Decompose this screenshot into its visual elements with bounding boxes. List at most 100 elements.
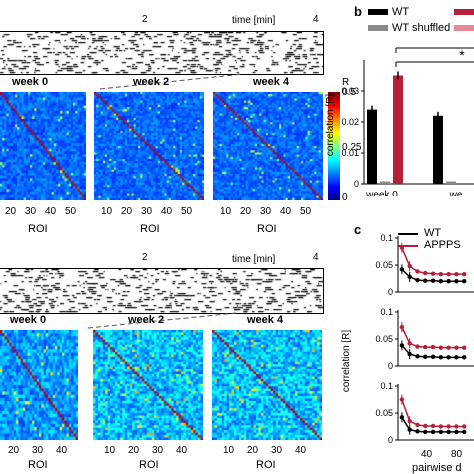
data-point xyxy=(446,345,451,350)
top-x-tick: 40 xyxy=(280,206,292,217)
top-raster-time-label: time [min] xyxy=(232,15,276,26)
legend-wt-label: WT xyxy=(392,6,410,18)
top-x-tick: 20 xyxy=(240,206,252,217)
top-heatmap-week2 xyxy=(94,92,204,200)
series-line xyxy=(401,247,465,275)
x-tick-label: we xyxy=(449,190,463,196)
data-point xyxy=(415,422,420,428)
panel-c-line-chart-week0: 0.1 0.05 0 xyxy=(375,233,474,297)
data-point xyxy=(446,355,451,360)
top-x-tick: 40 xyxy=(45,206,57,217)
legend-app-shuffled-swatch xyxy=(454,25,474,31)
data-point xyxy=(446,429,451,435)
bar xyxy=(446,181,456,184)
bottom-heatmap-week0 xyxy=(0,330,78,440)
y-tick-label: 0.1 xyxy=(380,307,393,317)
legend-wt-swatch xyxy=(368,9,388,15)
data-point xyxy=(438,345,444,350)
bottom-heatmap-week2 xyxy=(93,330,203,440)
panel-b-letter: b xyxy=(354,4,362,19)
colorbar-tick-0: 0 xyxy=(342,192,348,203)
colorbar xyxy=(328,92,340,200)
bottom-x-tick: 10 xyxy=(223,445,235,456)
top-x-tick: 10 xyxy=(220,206,232,217)
panel-c-legend-wt: WT xyxy=(424,227,442,239)
panel-c-xlabel: pairwise d xyxy=(412,462,462,474)
top-roi-label: ROI xyxy=(140,223,160,235)
data-point xyxy=(423,270,428,276)
top-raster-plot xyxy=(0,31,324,75)
bottom-raster-tick-2: 2 xyxy=(142,252,148,263)
colorbar-tick-025: 0.25 xyxy=(342,142,362,153)
bottom-heatmap-week4 xyxy=(212,330,322,440)
top-x-tick: 20 xyxy=(121,206,133,217)
bottom-x-tick: 40 xyxy=(56,445,68,456)
y-tick-label: 0.01 xyxy=(341,148,359,158)
data-point xyxy=(430,271,436,276)
data-point xyxy=(430,354,436,360)
bottom-week2-label: week 2 xyxy=(128,314,165,326)
top-x-tick: 40 xyxy=(161,206,173,217)
top-x-tick: 30 xyxy=(260,206,272,217)
panel-c-legend-app-line xyxy=(398,245,418,247)
top-heatmap-week4 xyxy=(213,92,323,200)
top-x-tick: 30 xyxy=(25,206,37,217)
panel-b-bar-chart: 0.03 0.02 0.01 0 week 0 we * xyxy=(341,47,474,196)
bottom-x-tick: 20 xyxy=(128,445,140,456)
panel-c-legend-app: APPPS xyxy=(424,239,461,251)
panel-c-xtick-80: 80 xyxy=(451,449,463,460)
bottom-raster-canvas xyxy=(0,269,323,313)
y-tick-label: 0 xyxy=(388,361,393,371)
top-heatmap-week0 xyxy=(0,92,86,200)
panel-c-legend-wt-line xyxy=(398,233,418,235)
data-point xyxy=(462,345,467,350)
bottom-x-tick: 10 xyxy=(104,445,116,456)
data-point xyxy=(454,345,459,350)
data-point xyxy=(454,279,459,284)
y-tick-label: 0.03 xyxy=(341,86,359,96)
panel-c-line-chart-week2: 0.1 0.05 0 xyxy=(375,307,474,371)
bottom-x-tick: 20 xyxy=(8,445,20,456)
top-roi-label: ROI xyxy=(257,223,277,235)
data-point xyxy=(415,269,420,274)
bottom-x-tick: 30 xyxy=(271,445,283,456)
data-point xyxy=(446,271,451,277)
bottom-roi-label: ROI xyxy=(28,459,48,471)
data-point xyxy=(438,279,444,284)
y-tick-label: 0 xyxy=(388,435,393,445)
data-point xyxy=(462,424,467,429)
bottom-x-tick: 40 xyxy=(176,445,188,456)
data-point xyxy=(430,278,436,283)
bottom-raster-tick-4: 4 xyxy=(313,252,319,263)
y-tick-label: 0.05 xyxy=(375,408,393,418)
top-roi-label: ROI xyxy=(28,223,48,235)
top-week0-label: week 0 xyxy=(12,76,49,88)
data-point xyxy=(430,423,436,429)
top-week2-label: week 2 xyxy=(133,76,170,88)
colorbar-title: R xyxy=(342,77,350,88)
data-point xyxy=(454,355,459,360)
top-raster-canvas xyxy=(0,32,323,74)
bottom-x-tick: 30 xyxy=(152,445,164,456)
panel-c-letter: c xyxy=(354,222,362,237)
data-point xyxy=(430,344,436,350)
top-x-tick: 50 xyxy=(65,206,77,217)
y-tick-label: 0.1 xyxy=(380,381,393,391)
bottom-week4-label: week 4 xyxy=(247,314,284,326)
bottom-roi-label: ROI xyxy=(256,459,276,471)
bar xyxy=(433,115,443,184)
bottom-raster-plot xyxy=(0,268,324,314)
top-x-tick: 30 xyxy=(141,206,153,217)
top-x-tick: 10 xyxy=(101,206,113,217)
data-point xyxy=(438,271,444,277)
y-tick-label: 0.05 xyxy=(375,260,393,270)
top-week4-label: week 4 xyxy=(253,76,290,88)
panel-c-ylabel: correlation [R] xyxy=(341,329,353,393)
significance-star: * xyxy=(459,47,465,63)
data-point xyxy=(438,429,444,435)
data-point xyxy=(415,354,420,359)
y-tick-label: 0 xyxy=(388,287,393,297)
colorbar-tick-05: 0.5 xyxy=(342,87,356,98)
bar xyxy=(380,181,390,184)
data-point xyxy=(446,424,451,429)
